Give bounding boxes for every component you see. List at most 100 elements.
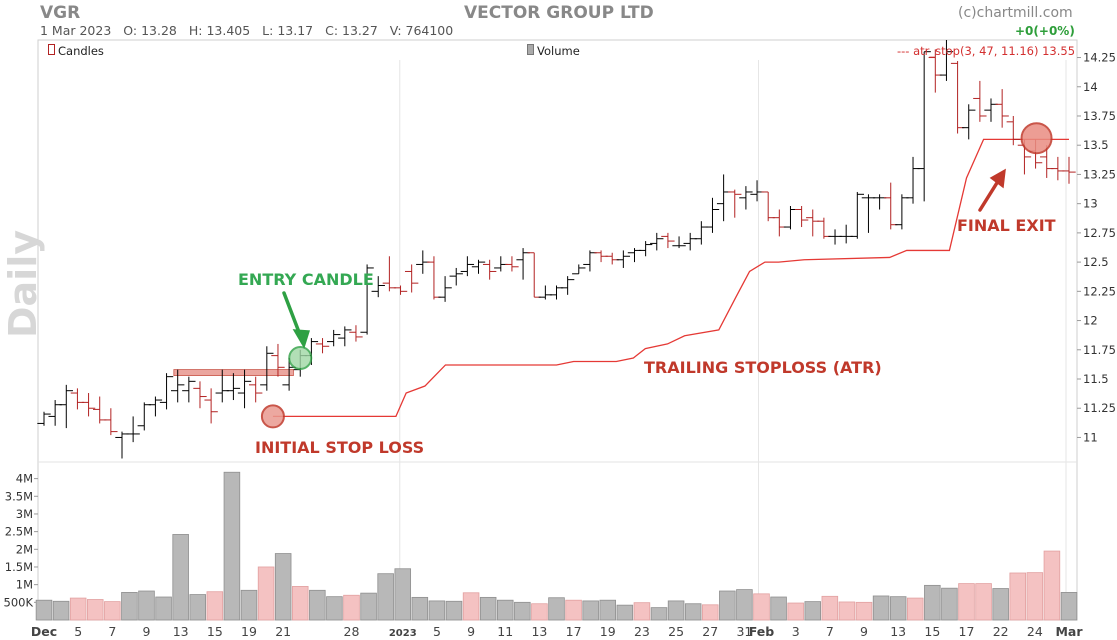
price-tick-label: 11.5 bbox=[1083, 372, 1109, 386]
ohlc-bar bbox=[204, 388, 218, 424]
ohlc-bar bbox=[995, 89, 1009, 128]
volume-bar bbox=[411, 596, 429, 621]
ohlc-bar bbox=[739, 186, 753, 210]
volume-bar bbox=[240, 589, 258, 621]
open-readout: O: 13.28 bbox=[123, 23, 177, 38]
ohlc-bar bbox=[683, 232, 697, 251]
volume-bar bbox=[701, 604, 719, 621]
ohlc-bar bbox=[750, 180, 764, 202]
price-tick-label: 12 bbox=[1083, 314, 1098, 328]
x-tick-label: 9 bbox=[143, 624, 151, 639]
volume-tick-label: 2.5M bbox=[5, 525, 33, 539]
volume-bar bbox=[462, 592, 480, 621]
final-exit-label: FINAL EXIT bbox=[957, 216, 1056, 235]
volume-bar bbox=[35, 599, 53, 621]
ohlc-bar bbox=[1051, 156, 1065, 181]
initial-stop-marker bbox=[260, 404, 285, 429]
volume-legend-icon bbox=[527, 44, 534, 55]
volume-bar bbox=[52, 600, 70, 621]
price-change: +0(+0%) bbox=[1015, 24, 1075, 38]
ohlc-bar bbox=[884, 182, 898, 230]
low-readout: L: 13.17 bbox=[262, 23, 314, 38]
volume-bar bbox=[975, 583, 992, 621]
x-tick-label: 15 bbox=[924, 624, 940, 639]
volume-tick-label: 1.5M bbox=[5, 560, 33, 574]
ohlc-bar bbox=[182, 376, 196, 403]
volume-bar bbox=[343, 594, 360, 621]
ohlc-bar bbox=[471, 259, 486, 274]
ohlc-bar bbox=[861, 194, 876, 233]
volume-bar bbox=[1026, 572, 1044, 621]
ohlc-bar bbox=[104, 408, 118, 436]
volume-bar bbox=[941, 587, 958, 621]
ohlc-bar bbox=[1062, 156, 1076, 184]
ohlc-bar bbox=[37, 411, 51, 426]
volume-tick-label: 2M bbox=[16, 542, 33, 556]
x-tick-label: 7 bbox=[108, 624, 116, 639]
ohlc-bar bbox=[560, 276, 575, 295]
ohlc-bar bbox=[895, 194, 909, 230]
ohlc-bar bbox=[806, 209, 820, 237]
ohlc-bar bbox=[672, 236, 686, 249]
ohlc-bar bbox=[605, 252, 619, 265]
price-tick-label: 11.25 bbox=[1083, 401, 1116, 415]
date-readout: 1 Mar 2023 bbox=[40, 23, 112, 38]
ohlc-bar bbox=[794, 205, 809, 228]
volume-bar bbox=[257, 566, 275, 621]
ohlc-bar bbox=[48, 400, 62, 426]
entry-candle-marker bbox=[288, 345, 313, 370]
x-tick-label: 28 bbox=[344, 624, 360, 639]
price-tick-label: 13.5 bbox=[1083, 138, 1109, 152]
volume-tick-label: 3.5M bbox=[5, 489, 33, 503]
price-tick-label: 12.25 bbox=[1083, 284, 1116, 298]
volume-bar bbox=[719, 590, 736, 621]
volume-bar bbox=[445, 600, 463, 621]
volume-bar bbox=[599, 599, 617, 621]
volume-bar bbox=[309, 589, 326, 621]
volume-bar bbox=[155, 596, 172, 621]
volume-bar bbox=[394, 568, 412, 621]
ohlc-bar bbox=[772, 209, 787, 237]
ohlc-bar bbox=[115, 431, 129, 459]
ohlc-bar bbox=[850, 191, 864, 239]
x-tick-label: 21 bbox=[275, 624, 291, 639]
volume-bar bbox=[172, 534, 189, 621]
price-tick-label: 11.75 bbox=[1083, 343, 1116, 357]
ohlc-bar bbox=[538, 285, 553, 300]
price-tick-label: 12.75 bbox=[1083, 226, 1116, 240]
volume-bar bbox=[377, 573, 394, 621]
exit-arrow-head bbox=[989, 168, 1006, 189]
volume-bar bbox=[1009, 572, 1027, 621]
ohlc-bar bbox=[616, 250, 631, 268]
volume-bar bbox=[906, 597, 924, 621]
volume-bar bbox=[821, 595, 839, 621]
x-tick-label: 22 bbox=[993, 624, 1009, 639]
volume-bar bbox=[104, 601, 121, 621]
ohlc-bar bbox=[148, 396, 163, 417]
volume-bar bbox=[787, 602, 804, 621]
ohlc-bar bbox=[360, 264, 374, 335]
ohlc-bar bbox=[438, 276, 452, 302]
source-credit: (c)chartmill.com bbox=[958, 5, 1073, 21]
x-tick-label: Dec bbox=[31, 624, 57, 639]
high-readout: H: 13.405 bbox=[188, 23, 251, 38]
ohlc-bar bbox=[93, 396, 107, 424]
volume-bar bbox=[514, 601, 531, 621]
volume-bar bbox=[855, 601, 873, 621]
ohlc-bar bbox=[393, 285, 408, 295]
ohlc-bar bbox=[572, 264, 586, 275]
x-tick-label: 19 bbox=[600, 624, 616, 639]
price-tick-label: 13.75 bbox=[1083, 109, 1116, 123]
x-tick-label: 7 bbox=[826, 624, 834, 639]
final-exit-marker bbox=[1020, 122, 1053, 155]
x-tick-label: 9 bbox=[860, 624, 868, 639]
volume-bar bbox=[924, 584, 941, 621]
legend-volume: Volume bbox=[527, 44, 580, 58]
ohlc-bar bbox=[939, 40, 954, 81]
price-tick-label: 14.25 bbox=[1083, 51, 1116, 65]
ohlc-bar bbox=[661, 232, 675, 249]
ohlc-bar bbox=[338, 326, 352, 347]
entry-arrow-head bbox=[292, 329, 310, 349]
volume-bar bbox=[889, 596, 907, 621]
